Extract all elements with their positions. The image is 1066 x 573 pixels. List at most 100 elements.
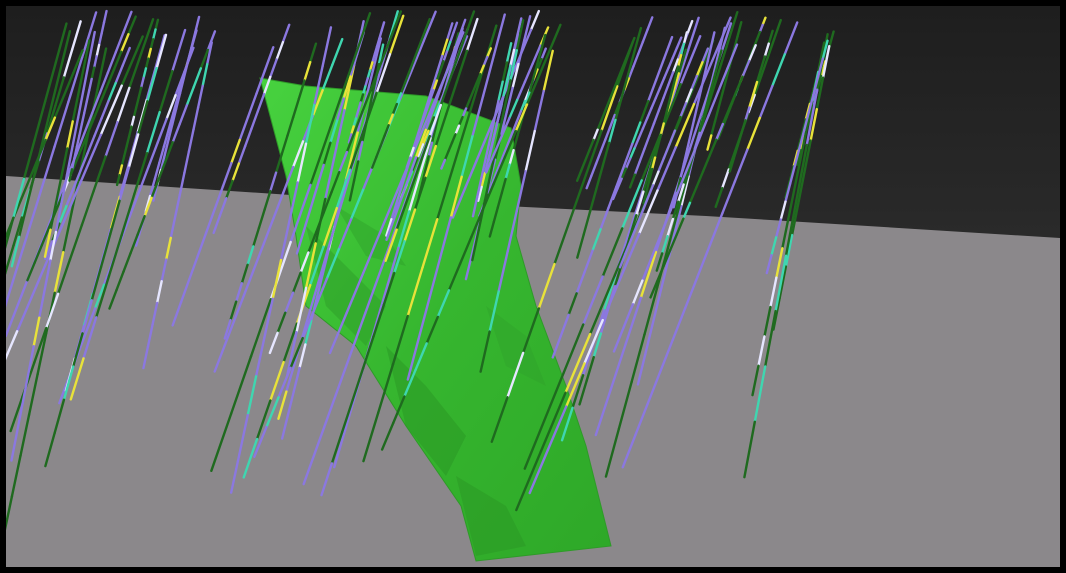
drill-hole-segment	[775, 247, 784, 279]
drill-hole-segment	[755, 67, 763, 84]
drill-hole-segment	[418, 117, 425, 130]
drill-hole-segment	[816, 57, 825, 78]
drill-hole-segment	[454, 18, 467, 49]
drill-hole-segment	[425, 98, 432, 111]
drill-hole-segment	[492, 13, 506, 57]
drill-hole-segment	[137, 86, 143, 99]
drill-hole-segment	[118, 166, 131, 202]
drill-hole-segment	[607, 118, 617, 145]
drill-hole-segment	[83, 111, 94, 135]
drill-hole-segment	[65, 145, 74, 177]
drill-hole-segment	[485, 153, 496, 174]
drill-hole-segment	[60, 147, 69, 177]
drill-hole-segment	[72, 49, 84, 75]
3d-scene-canvas[interactable]	[6, 6, 1060, 567]
drill-hole-segment	[10, 454, 22, 498]
drill-hole-segment	[666, 217, 675, 238]
drill-hole-segment	[72, 332, 84, 368]
drill-hole-segment	[165, 236, 172, 261]
drill-hole-segment	[10, 430, 19, 462]
drill-hole-segment	[516, 120, 523, 137]
drill-hole-segment	[279, 220, 291, 262]
drill-hole-segment	[604, 125, 612, 141]
drill-hole-segment	[599, 206, 610, 231]
drill-hole-segment	[304, 103, 316, 145]
drill-hole-segment	[464, 98, 471, 110]
drill-hole-segment	[223, 319, 236, 348]
drill-hole-segment	[350, 131, 359, 158]
drill-hole-segment	[508, 98, 519, 120]
drill-hole-segment	[88, 77, 93, 92]
drill-hole-segment	[349, 188, 365, 221]
drill-hole-segment	[296, 142, 308, 184]
drill-hole-segment	[171, 28, 187, 73]
drill-hole-segment	[679, 102, 688, 119]
drill-hole-segment	[795, 148, 802, 167]
drill-hole-segment	[736, 131, 743, 148]
drill-hole-segment	[680, 175, 690, 208]
drill-hole-segment	[599, 308, 610, 335]
drill-hole-segment	[578, 379, 588, 406]
drill-hole-segment	[33, 326, 48, 364]
drill-hole-segment	[509, 48, 516, 67]
drill-hole-segment	[15, 280, 40, 333]
drill-hole-segment	[600, 85, 619, 132]
drill-hole-segment	[92, 55, 98, 69]
drill-hole-segment	[90, 66, 96, 81]
drill-hole-segment	[122, 251, 132, 273]
drill-hole-segment	[243, 127, 253, 148]
drill-hole-segment	[351, 366, 365, 402]
drill-hole-segment	[642, 190, 648, 205]
drill-hole-segment	[435, 69, 442, 82]
drill-hole-segment	[435, 54, 444, 74]
drill-hole-segment	[121, 46, 131, 67]
drill-hole-segment	[490, 172, 498, 186]
drill-hole-segment	[695, 170, 705, 189]
drill-hole-segment	[447, 262, 462, 292]
drill-hole-segment	[157, 159, 167, 181]
drill-hole-segment	[21, 373, 30, 405]
drill-hole-segment	[154, 18, 160, 31]
drill-hole-segment	[408, 146, 415, 159]
drill-hole-segment	[734, 75, 744, 94]
drill-hole-segment	[302, 207, 312, 233]
drill-hole-segment	[57, 182, 82, 235]
drill-hole-segment	[98, 71, 110, 95]
drill-hole-segment	[546, 405, 568, 451]
drill-hole-segment	[62, 365, 75, 401]
drill-hole-segment	[537, 262, 556, 310]
drill-hole-segment	[315, 163, 325, 189]
drill-hole-segment	[536, 48, 543, 66]
drill-hole-segment	[82, 38, 91, 69]
drill-hole-segment	[313, 277, 329, 310]
drill-hole-segment	[371, 53, 376, 64]
drill-hole-segment	[78, 133, 103, 186]
drill-hole-segment	[709, 79, 718, 100]
drill-hole-segment	[686, 19, 694, 36]
drill-hole-segment	[721, 77, 728, 95]
drill-hole-segment	[257, 208, 266, 230]
drill-hole-segment	[668, 129, 677, 146]
drill-hole-segment	[434, 113, 448, 148]
drill-hole-segment	[627, 64, 635, 80]
drill-hole-segment	[653, 145, 660, 159]
drill-hole-segment	[720, 45, 728, 66]
drill-hole-segment	[767, 29, 774, 45]
drill-hole-segment	[253, 425, 268, 458]
drill-hole-segment	[390, 201, 398, 221]
drill-hole-segment	[575, 270, 586, 295]
drill-hole-segment	[646, 184, 655, 201]
drill-hole-segment	[275, 40, 285, 61]
drill-hole-segment	[361, 121, 368, 144]
drill-hole-segment	[487, 143, 494, 162]
drill-hole-segment	[475, 72, 482, 84]
drill-hole-segment	[229, 300, 238, 322]
drill-hole-segment	[774, 218, 783, 239]
drill-hole-segment	[715, 122, 725, 141]
drill-hole-segment	[49, 230, 58, 262]
drill-hole-segment	[471, 81, 478, 93]
drill-hole-segment	[669, 233, 679, 252]
drill-hole-segment	[75, 330, 88, 357]
drill-holes[interactable]	[6, 9, 835, 537]
